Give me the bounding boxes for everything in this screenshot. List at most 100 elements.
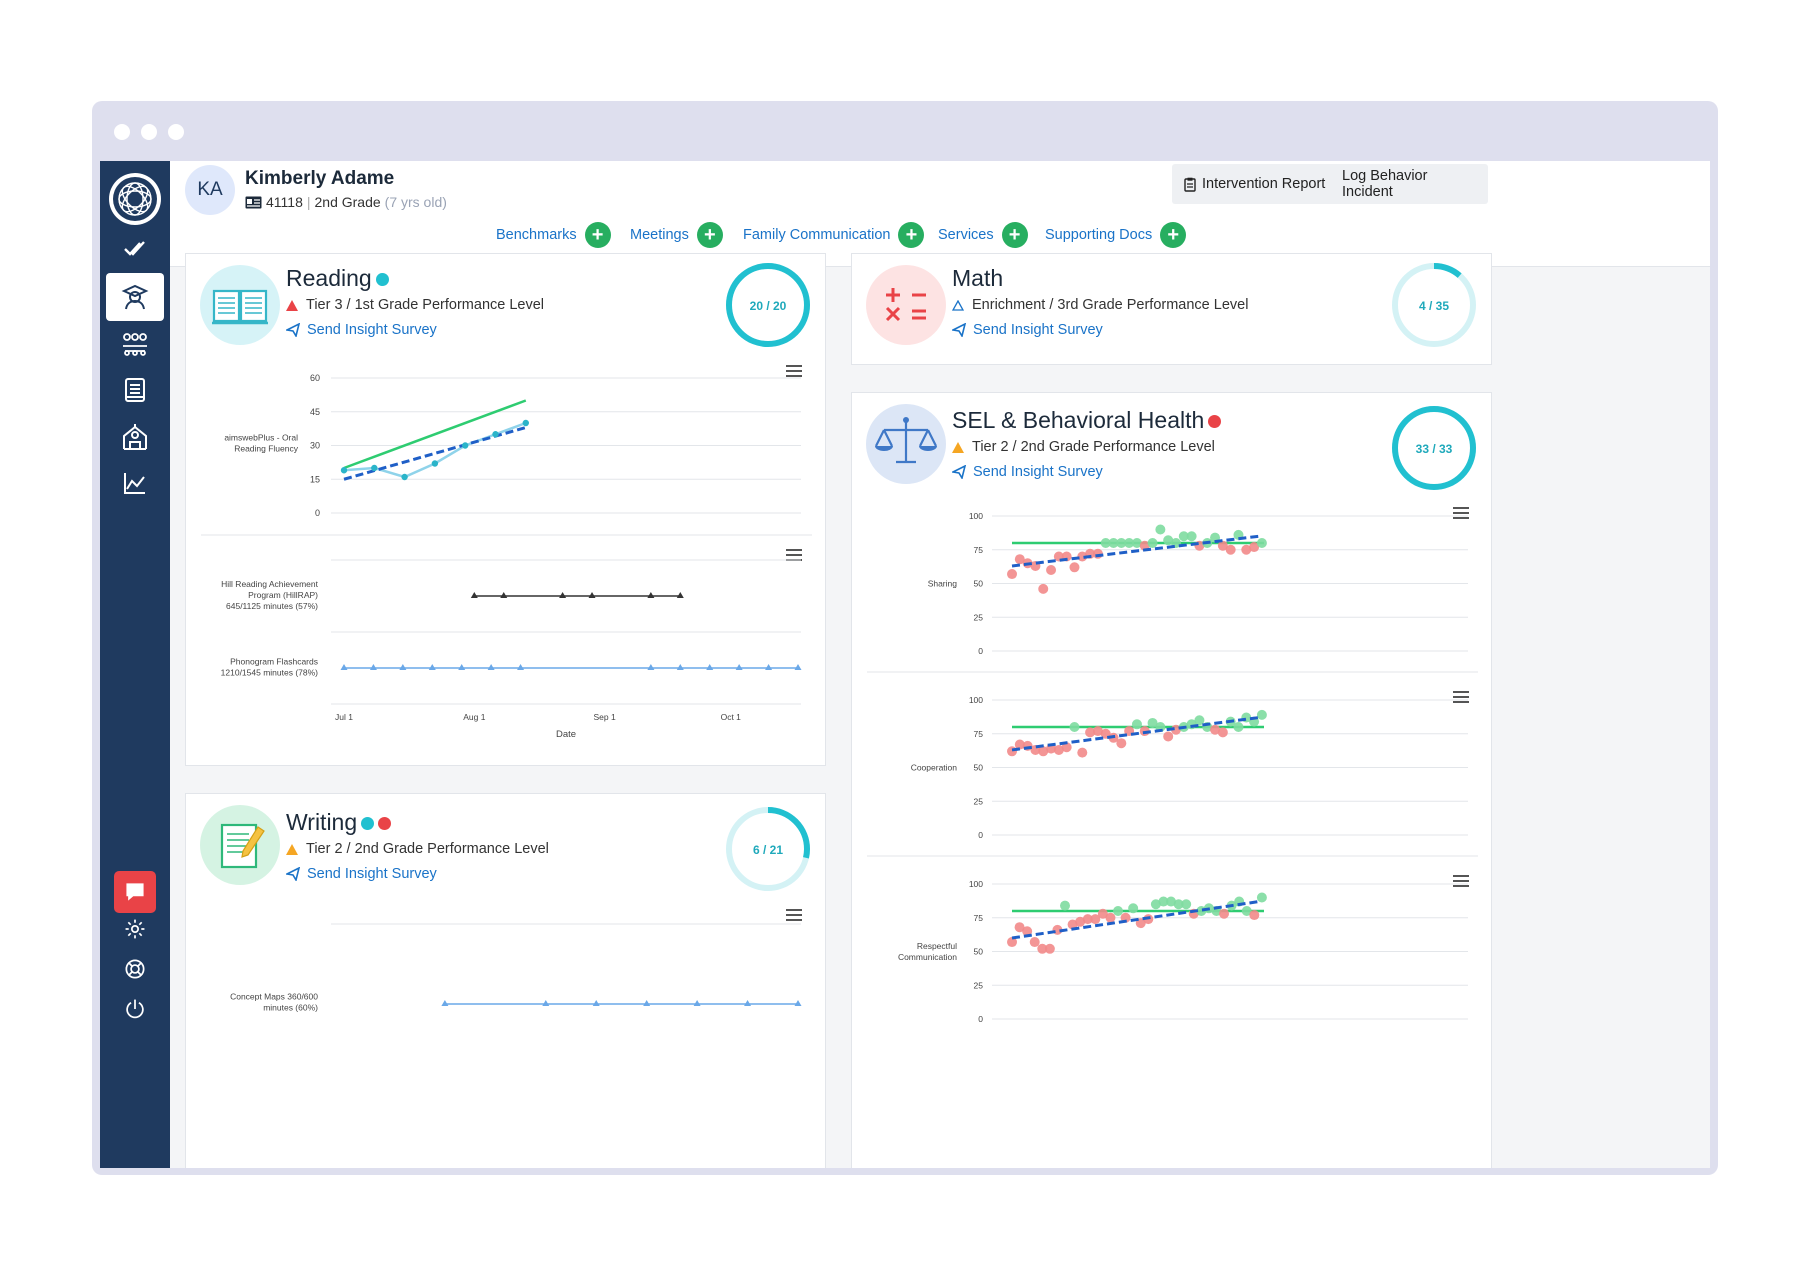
data-point	[1029, 937, 1040, 948]
y-tick-label: 100	[969, 511, 983, 521]
reading-tier: Tier 3 / 1st Grade Performance Level	[286, 297, 544, 313]
checkmark-icon[interactable]	[100, 227, 170, 271]
series-label: Program (HillRAP)	[248, 590, 318, 600]
support-icon[interactable]	[100, 947, 170, 991]
session-marker	[487, 664, 495, 670]
session-marker	[647, 664, 655, 670]
data-point	[1108, 538, 1119, 548]
session-marker	[706, 664, 714, 670]
logo-icon[interactable]	[100, 169, 170, 229]
series-label: 645/1125 minutes (57%)	[226, 601, 318, 611]
session-marker	[643, 1000, 651, 1006]
series-label: Phonogram Flashcards	[230, 657, 318, 667]
x-tick-label: Oct 1	[721, 712, 742, 722]
student-grade: 2nd Grade	[314, 194, 381, 210]
session-marker	[500, 592, 508, 598]
data-point	[1007, 569, 1017, 580]
add-supporting-doc-button[interactable]: +	[1160, 222, 1187, 248]
writing-progress-ring: 6 / 21	[726, 807, 810, 891]
series-label: Concept Maps 360/600	[230, 992, 318, 1002]
y-axis-label: Respectful	[917, 941, 957, 951]
reading-send-survey-link[interactable]: Send Insight Survey	[286, 322, 437, 338]
y-axis-label: aimswebPlus - Oral	[224, 433, 298, 443]
sel-send-survey-link[interactable]: Send Insight Survey	[952, 464, 1103, 480]
add-benchmark-button[interactable]: +	[584, 222, 611, 248]
data-point	[522, 419, 529, 427]
menu-icon[interactable]	[1453, 875, 1469, 887]
log-behavior-incident-button[interactable]: Log Behavior Incident	[1330, 164, 1488, 204]
data-point	[1186, 531, 1197, 542]
math-send-survey-link[interactable]: Send Insight Survey	[952, 322, 1103, 338]
session-marker	[517, 664, 525, 670]
math-progress-ring: 4 / 35	[1392, 263, 1476, 347]
y-tick-label: 0	[315, 508, 320, 518]
writing-progress-label: 6 / 21	[753, 843, 783, 857]
data-point	[1163, 535, 1174, 546]
data-point	[1131, 719, 1142, 730]
nav-meetings[interactable]: Meetings +	[630, 220, 723, 250]
data-point	[1124, 538, 1135, 548]
y-tick-label: 50	[974, 947, 984, 957]
y-axis-label: Communication	[898, 952, 957, 962]
data-point	[1014, 922, 1025, 933]
tier-enrichment-icon	[952, 299, 964, 311]
data-point	[431, 460, 439, 467]
writing-send-survey-link[interactable]: Send Insight Survey	[286, 866, 437, 882]
nav-family-communication[interactable]: Family Communication +	[743, 220, 925, 250]
y-axis-label: Cooperation	[911, 763, 958, 773]
sel-tier: Tier 2 / 2nd Grade Performance Level	[952, 439, 1215, 455]
y-tick-label: 75	[974, 913, 984, 923]
session-marker	[676, 664, 684, 670]
power-icon[interactable]	[100, 987, 170, 1031]
data-point	[1061, 742, 1072, 753]
calculator-symbols-icon	[866, 265, 946, 345]
session-marker	[428, 664, 436, 670]
window-dot	[114, 124, 130, 140]
data-point	[462, 442, 469, 449]
menu-icon[interactable]	[786, 365, 802, 377]
data-point	[1241, 906, 1252, 916]
y-axis-label: Sharing	[928, 579, 958, 589]
send-icon	[286, 323, 300, 337]
data-point	[1067, 919, 1078, 930]
y-tick-label: 100	[969, 695, 983, 705]
writing-title: Writing	[286, 809, 392, 836]
menu-icon[interactable]	[1453, 691, 1469, 703]
data-point	[1225, 544, 1236, 555]
nav-services[interactable]: Services +	[938, 220, 1028, 250]
menu-icon[interactable]	[1453, 507, 1469, 519]
chat-icon[interactable]	[114, 871, 156, 913]
data-point	[1178, 531, 1189, 542]
data-point	[1256, 538, 1267, 548]
window-dot	[141, 124, 157, 140]
math-progress-label: 4 / 35	[1419, 299, 1449, 313]
reading-progress-label: 20 / 20	[750, 299, 787, 313]
add-meeting-button[interactable]: +	[696, 222, 723, 248]
chart-icon[interactable]	[100, 461, 170, 505]
y-tick-label: 25	[974, 796, 984, 806]
data-point	[1097, 908, 1108, 919]
session-marker	[340, 664, 348, 670]
student-icon[interactable]	[106, 273, 164, 321]
intervention-report-button[interactable]: Intervention Report	[1172, 164, 1338, 204]
writing-card: Writing Tier 2 / 2nd Grade Performance L…	[185, 793, 826, 1168]
scale-of-justice-icon	[866, 404, 946, 484]
group-icon[interactable]	[100, 321, 170, 365]
settings-icon[interactable]	[100, 907, 170, 951]
nav-benchmarks[interactable]: Benchmarks +	[496, 220, 611, 250]
trend-line	[1011, 900, 1260, 940]
school-icon[interactable]	[100, 415, 170, 459]
menu-icon[interactable]	[786, 909, 802, 921]
book-icon[interactable]	[100, 368, 170, 412]
nav-supporting-docs[interactable]: Supporting Docs +	[1045, 220, 1187, 250]
math-title: Math	[952, 265, 1004, 291]
data-point	[1256, 709, 1267, 720]
x-axis-label: Date	[556, 729, 576, 740]
writing-tier: Tier 2 / 2nd Grade Performance Level	[286, 841, 549, 857]
y-tick-label: 25	[974, 612, 984, 622]
add-family-communication-button[interactable]: +	[898, 222, 925, 248]
data-point	[1217, 540, 1228, 551]
browser-window: KA Kimberly Adame 41118 | 2nd Grade (7 y…	[92, 101, 1718, 1175]
add-service-button[interactable]: +	[1001, 222, 1028, 248]
data-point	[1147, 717, 1158, 728]
